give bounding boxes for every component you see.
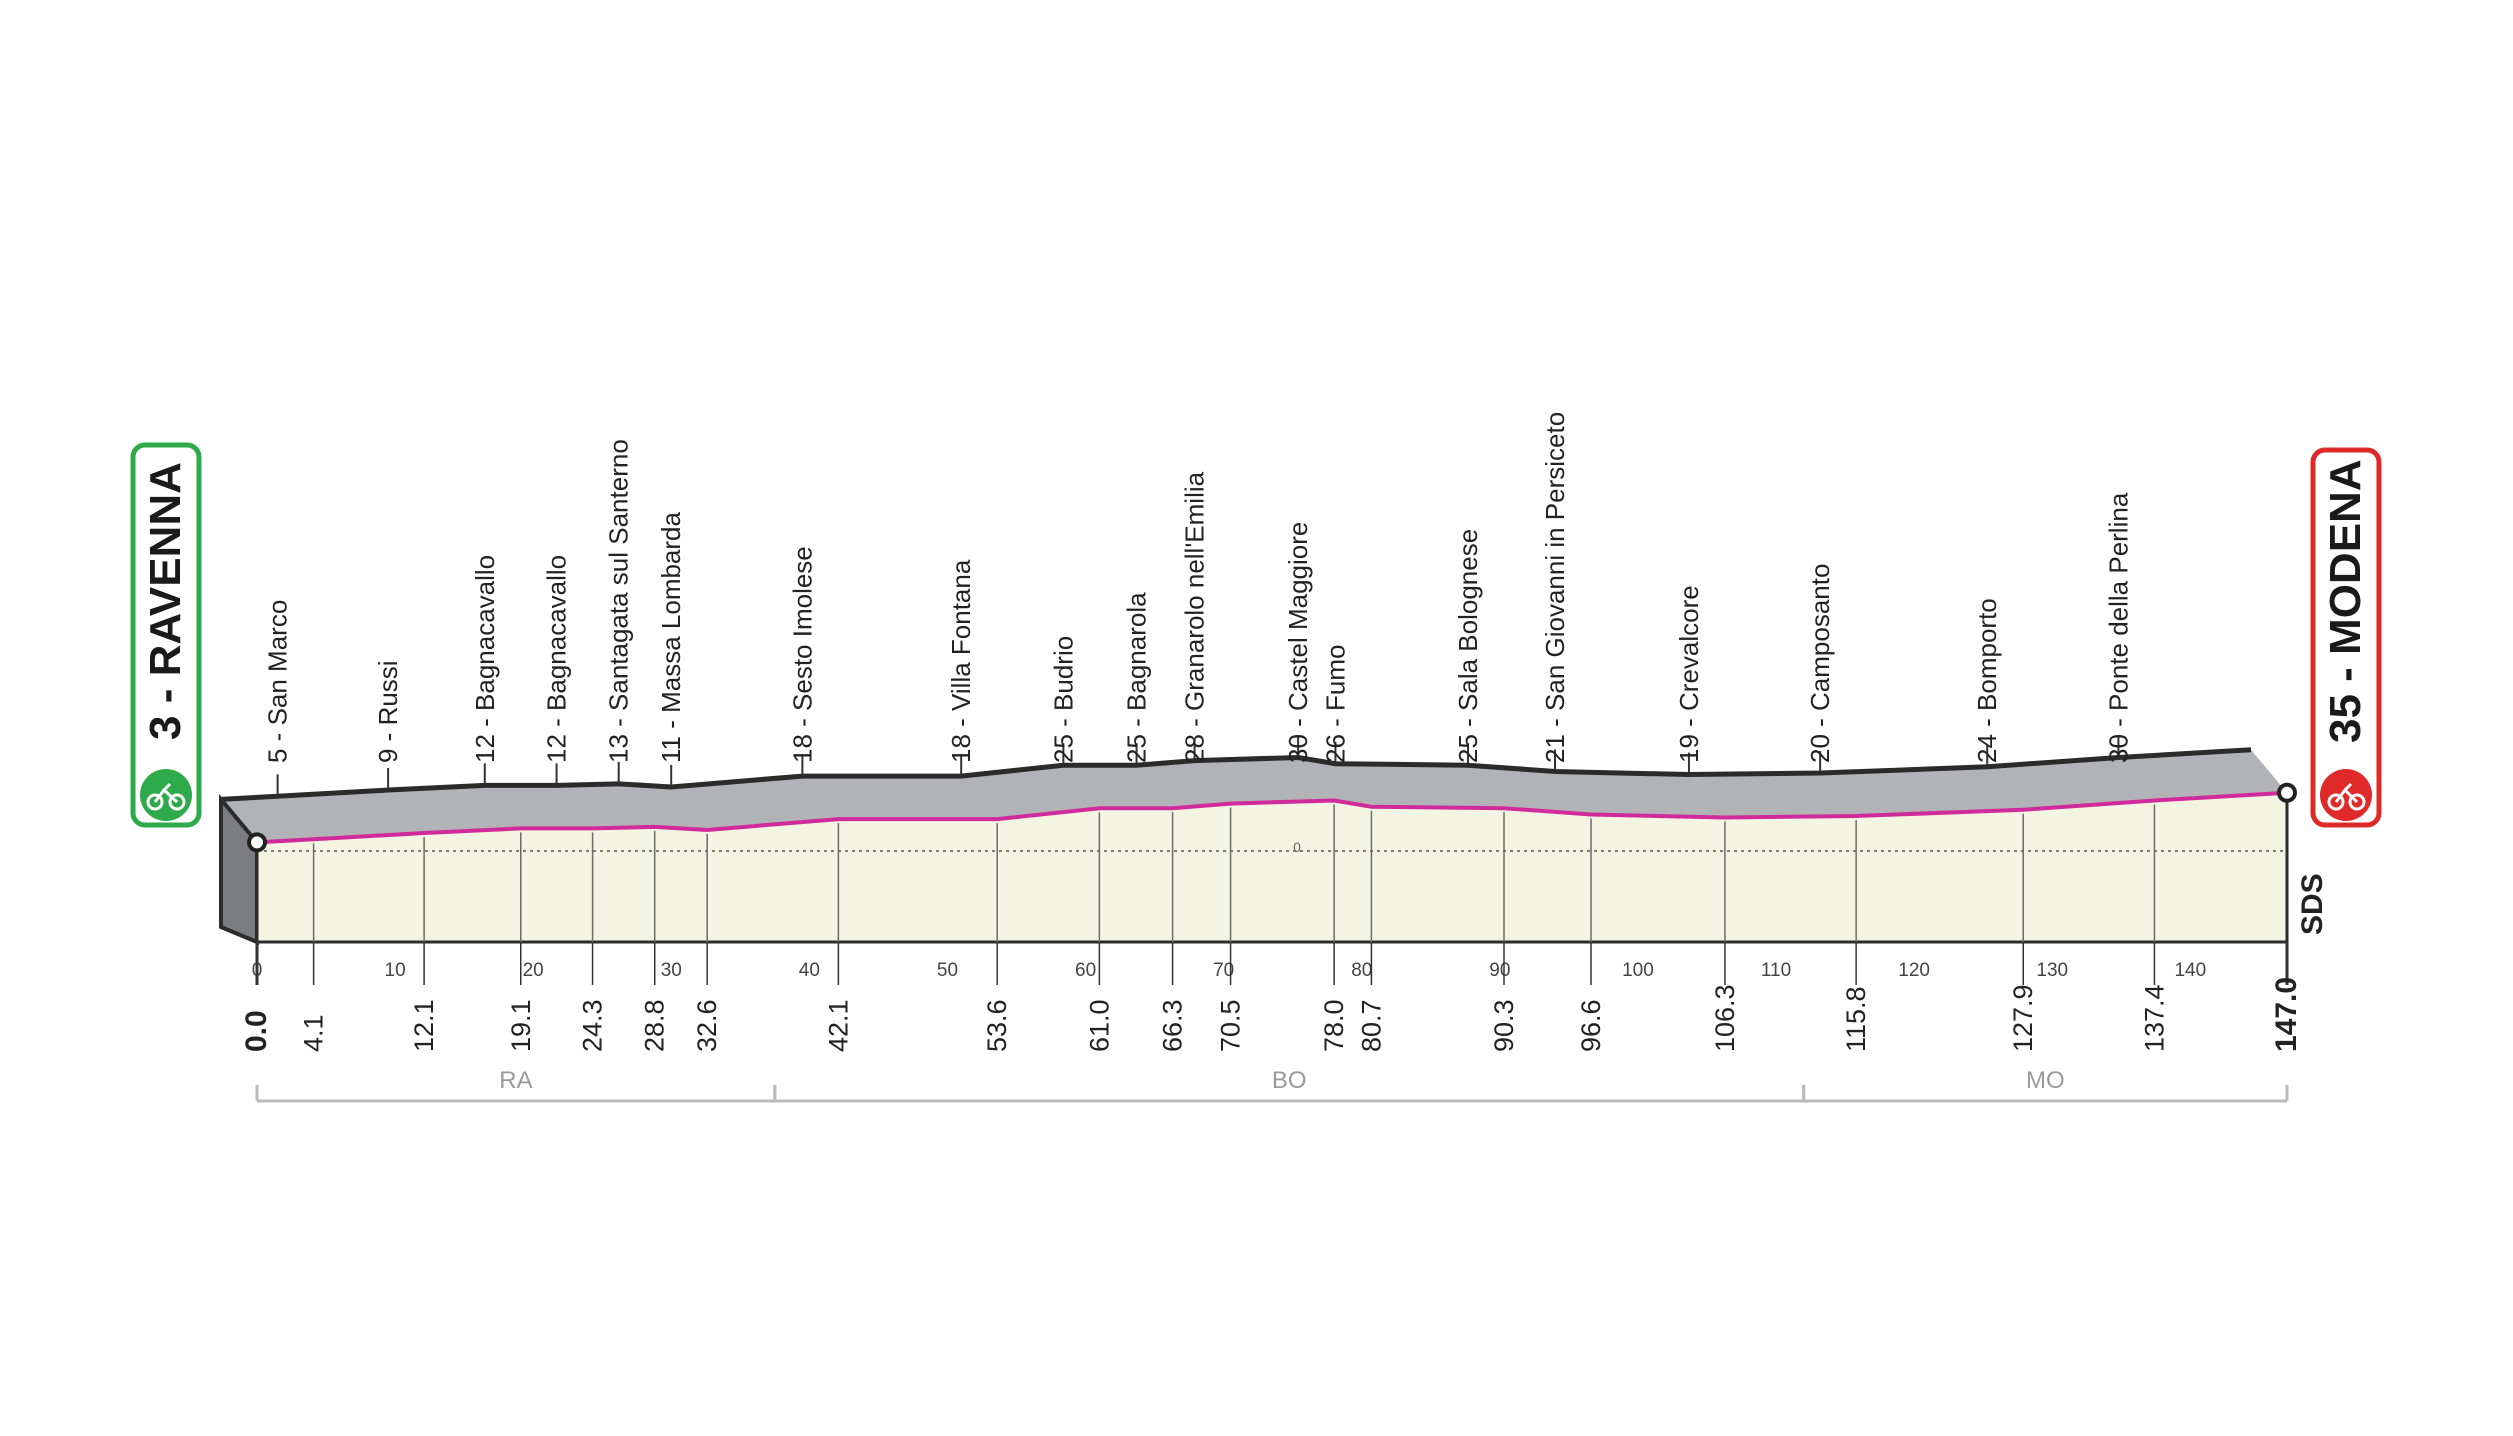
waypoint-name: 20 - Camposanto	[1805, 564, 1835, 763]
waypoint-km-label: 70.5	[1216, 999, 1246, 1052]
brand-logo: SDS	[2296, 873, 2329, 935]
start-badge-frame	[130, 442, 202, 828]
waypoint-labels: 5 - San Marco 9 - Russi 12 - Bagnacavallo 1…	[263, 412, 2133, 795]
waypoint-km-label: 32.6	[692, 999, 722, 1052]
waypoint-name: 28 - Granarolo nell'Emilia	[1180, 471, 1210, 763]
waypoint-km-label: 80.7	[1356, 999, 1386, 1052]
start-point-marker	[247, 832, 267, 853]
waypoint-km-label: 115.8	[1841, 986, 1871, 1052]
waypoint-name: 25 - Bagnarola	[1122, 592, 1152, 763]
x-axis-ticks: 0102030405060708090100110120130140	[252, 960, 2206, 981]
waypoint-name: 11 - Massa Lombarda	[656, 511, 686, 763]
waypoint-km-label: 66.3	[1158, 999, 1188, 1052]
waypoint-km-label: 4.1	[299, 1014, 329, 1052]
waypoint-name: 12 - Bagnacavallo	[470, 555, 500, 763]
x-tick-label: 130	[2036, 960, 2068, 981]
x-tick-label: 80	[1351, 960, 1372, 981]
x-tick-label: 110	[1761, 960, 1791, 981]
profile-3d-face	[219, 747, 2287, 945]
finish-flag-icon	[2327, 782, 2366, 811]
route-polyline	[256, 790, 2288, 845]
waypoint-km-label: 53.6	[982, 999, 1012, 1052]
x-tick-label: 10	[385, 960, 406, 981]
waypoint-km-label: 12.1	[409, 999, 439, 1052]
start-badge: 3 - RAVENNA	[130, 442, 202, 828]
waypoint-km-labels: 0.0 4.1 12.1 19.1 24.3 28.8 32.6 42.1 53.6 61.0 66…	[240, 942, 2303, 1052]
finish-cyclist-icon	[2320, 769, 2372, 821]
waypoint-name: 24 - Bomporto	[1972, 598, 2002, 763]
waypoint-name: 30 - Ponte della Perlina	[2103, 492, 2133, 763]
x-tick-label: 60	[1075, 960, 1096, 981]
start-cyclist-icon	[140, 769, 192, 821]
x-tick-label: 70	[1213, 960, 1234, 981]
province-label: RA	[499, 1067, 532, 1094]
route-line	[247, 782, 2297, 853]
waypoint-km-label: 78.0	[1319, 999, 1349, 1052]
x-tick-label: 40	[799, 960, 820, 981]
waypoint-name: 18 - Villa Fontana	[946, 559, 976, 763]
x-tick-label: 100	[1622, 960, 1654, 981]
finish-badge-frame	[2310, 447, 2382, 828]
waypoint-km-label: 96.6	[1576, 999, 1606, 1052]
province-label: MO	[2026, 1067, 2065, 1094]
x-tick-label: 50	[937, 960, 958, 981]
waypoint-name: 19 - Crevalcore	[1674, 585, 1704, 763]
waypoint-km-label: 24.3	[578, 999, 608, 1052]
waypoint-km-label: 42.1	[823, 999, 853, 1052]
x-tick-label: 90	[1489, 960, 1510, 981]
waypoint-km-label: 147.0	[2270, 977, 2303, 1052]
waypoint-km-label: 90.3	[1489, 999, 1519, 1052]
waypoint-km-label: 61.0	[1084, 999, 1114, 1052]
waypoint-name: 13 - Santagata sul Santerno	[604, 439, 634, 763]
profile-top-outline	[220, 747, 2252, 802]
start-badge-label: 3 - RAVENNA	[141, 462, 190, 740]
waypoint-km-label: 0.0	[240, 1010, 273, 1052]
x-tick-label: 20	[523, 960, 544, 981]
x-tick-label: 120	[1898, 960, 1930, 981]
waypoint-name: 25 - Budrio	[1048, 636, 1078, 763]
waypoint-name: 9 - Russi	[373, 660, 403, 763]
waypoint-km-label: 127.9	[2008, 984, 2038, 1052]
waypoint-name: 5 - San Marco	[263, 600, 293, 763]
waypoint-name: 30 - Castel Maggiore	[1283, 522, 1313, 763]
waypoint-km-label: 137.4	[2139, 984, 2169, 1052]
province-brackets: RA BO MO	[255, 1067, 2289, 1103]
waypoint-name: 25 - Sala Bolognese	[1453, 529, 1483, 763]
km-gridlines	[312, 804, 2156, 942]
waypoint-name: 18 - Sesto Imolese	[787, 546, 817, 763]
finish-badge: 35 - MODENA	[2310, 447, 2382, 828]
waypoint-name: 12 - Bagnacavallo	[542, 555, 572, 763]
province-label: BO	[1272, 1067, 1307, 1094]
x-tick-label: 30	[661, 960, 682, 981]
waypoint-km-label: 28.8	[640, 999, 670, 1052]
cyclist-icon	[146, 782, 186, 811]
waypoint-km-label: 106.3	[1710, 984, 1740, 1052]
x-tick-label: 140	[2174, 960, 2206, 981]
waypoint-km-label: 19.1	[506, 999, 536, 1052]
waypoint-name: 26 - Fumo	[1320, 645, 1350, 764]
finish-point-marker	[2277, 782, 2297, 803]
finish-badge-label: 35 - MODENA	[2321, 459, 2370, 743]
profile-top-face	[221, 749, 2287, 843]
waypoint-name: 21 - San Giovanni in Persiceto	[1540, 412, 1570, 763]
zero-altitude-label: 0	[1293, 839, 1301, 855]
